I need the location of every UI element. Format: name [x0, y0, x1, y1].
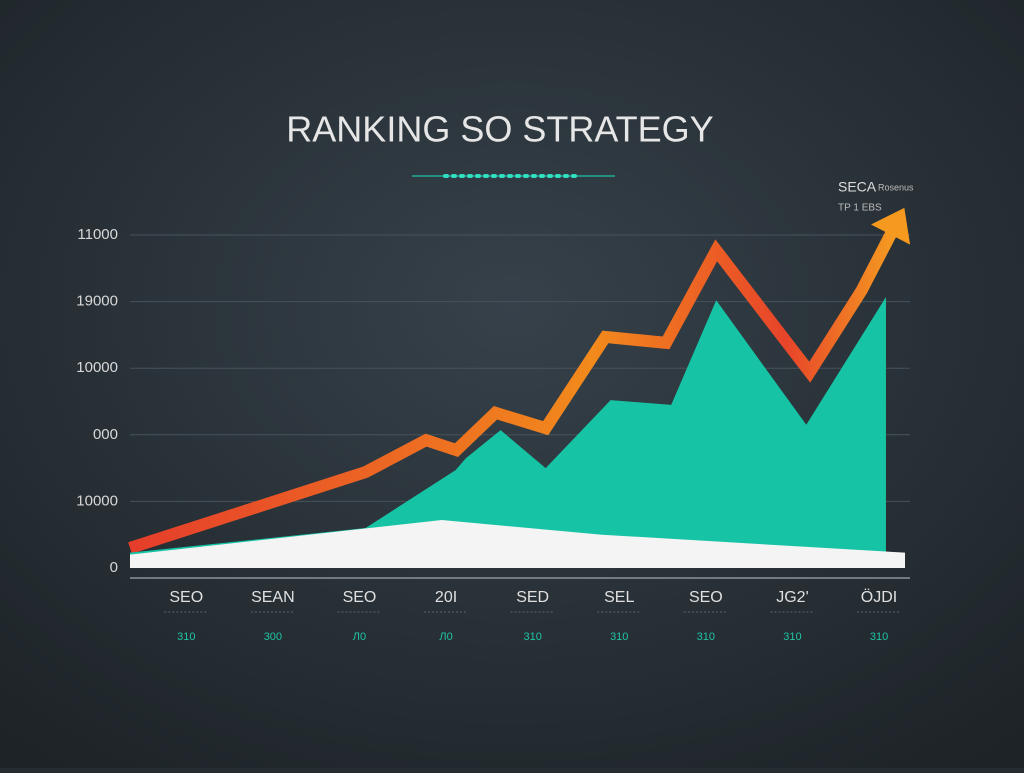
- y-tick-label: 0: [110, 559, 118, 576]
- annotation: SECA: [838, 179, 877, 195]
- x-sublabel: 300: [264, 631, 282, 643]
- line: [128, 212, 906, 554]
- x-sublabel: 310: [177, 631, 195, 643]
- annotation: Rosenus: [878, 182, 914, 192]
- y-tick-label: 10000: [76, 359, 118, 376]
- x-tick-label: SEO: [343, 589, 377, 606]
- y-tick-label: 000: [93, 426, 118, 443]
- x-tick-label: SEAN: [251, 589, 295, 606]
- area: [130, 520, 905, 568]
- area: [130, 296, 886, 568]
- annotation: TP 1 EBS: [838, 203, 882, 214]
- x-sublabel: 310: [783, 631, 801, 643]
- x-tick-label: ÖJDI: [861, 588, 897, 606]
- x-tick-label: JG2': [776, 589, 808, 606]
- x-sublabel: 310: [610, 631, 628, 643]
- x-tick-label: SED: [516, 589, 549, 606]
- x-sublabel: Л0: [439, 631, 452, 643]
- x-sublabel: 310: [870, 631, 888, 643]
- y-tick-label: 11000: [77, 226, 118, 243]
- x-tick-label: SEL: [604, 589, 634, 606]
- x-sublabel: 310: [697, 631, 715, 643]
- arrow-head: [871, 207, 911, 245]
- chart-title: RANKING SO STRATEGY: [286, 109, 713, 150]
- x-tick-label: SEO: [169, 589, 203, 606]
- y-tick-label: 10000: [76, 492, 118, 509]
- x-sublabel: Л0: [353, 631, 366, 643]
- x-tick-label: 20I: [435, 589, 457, 606]
- x-tick-label: SEO: [689, 589, 723, 606]
- y-tick-label: 19000: [76, 293, 118, 310]
- x-sublabel: 310: [523, 631, 541, 643]
